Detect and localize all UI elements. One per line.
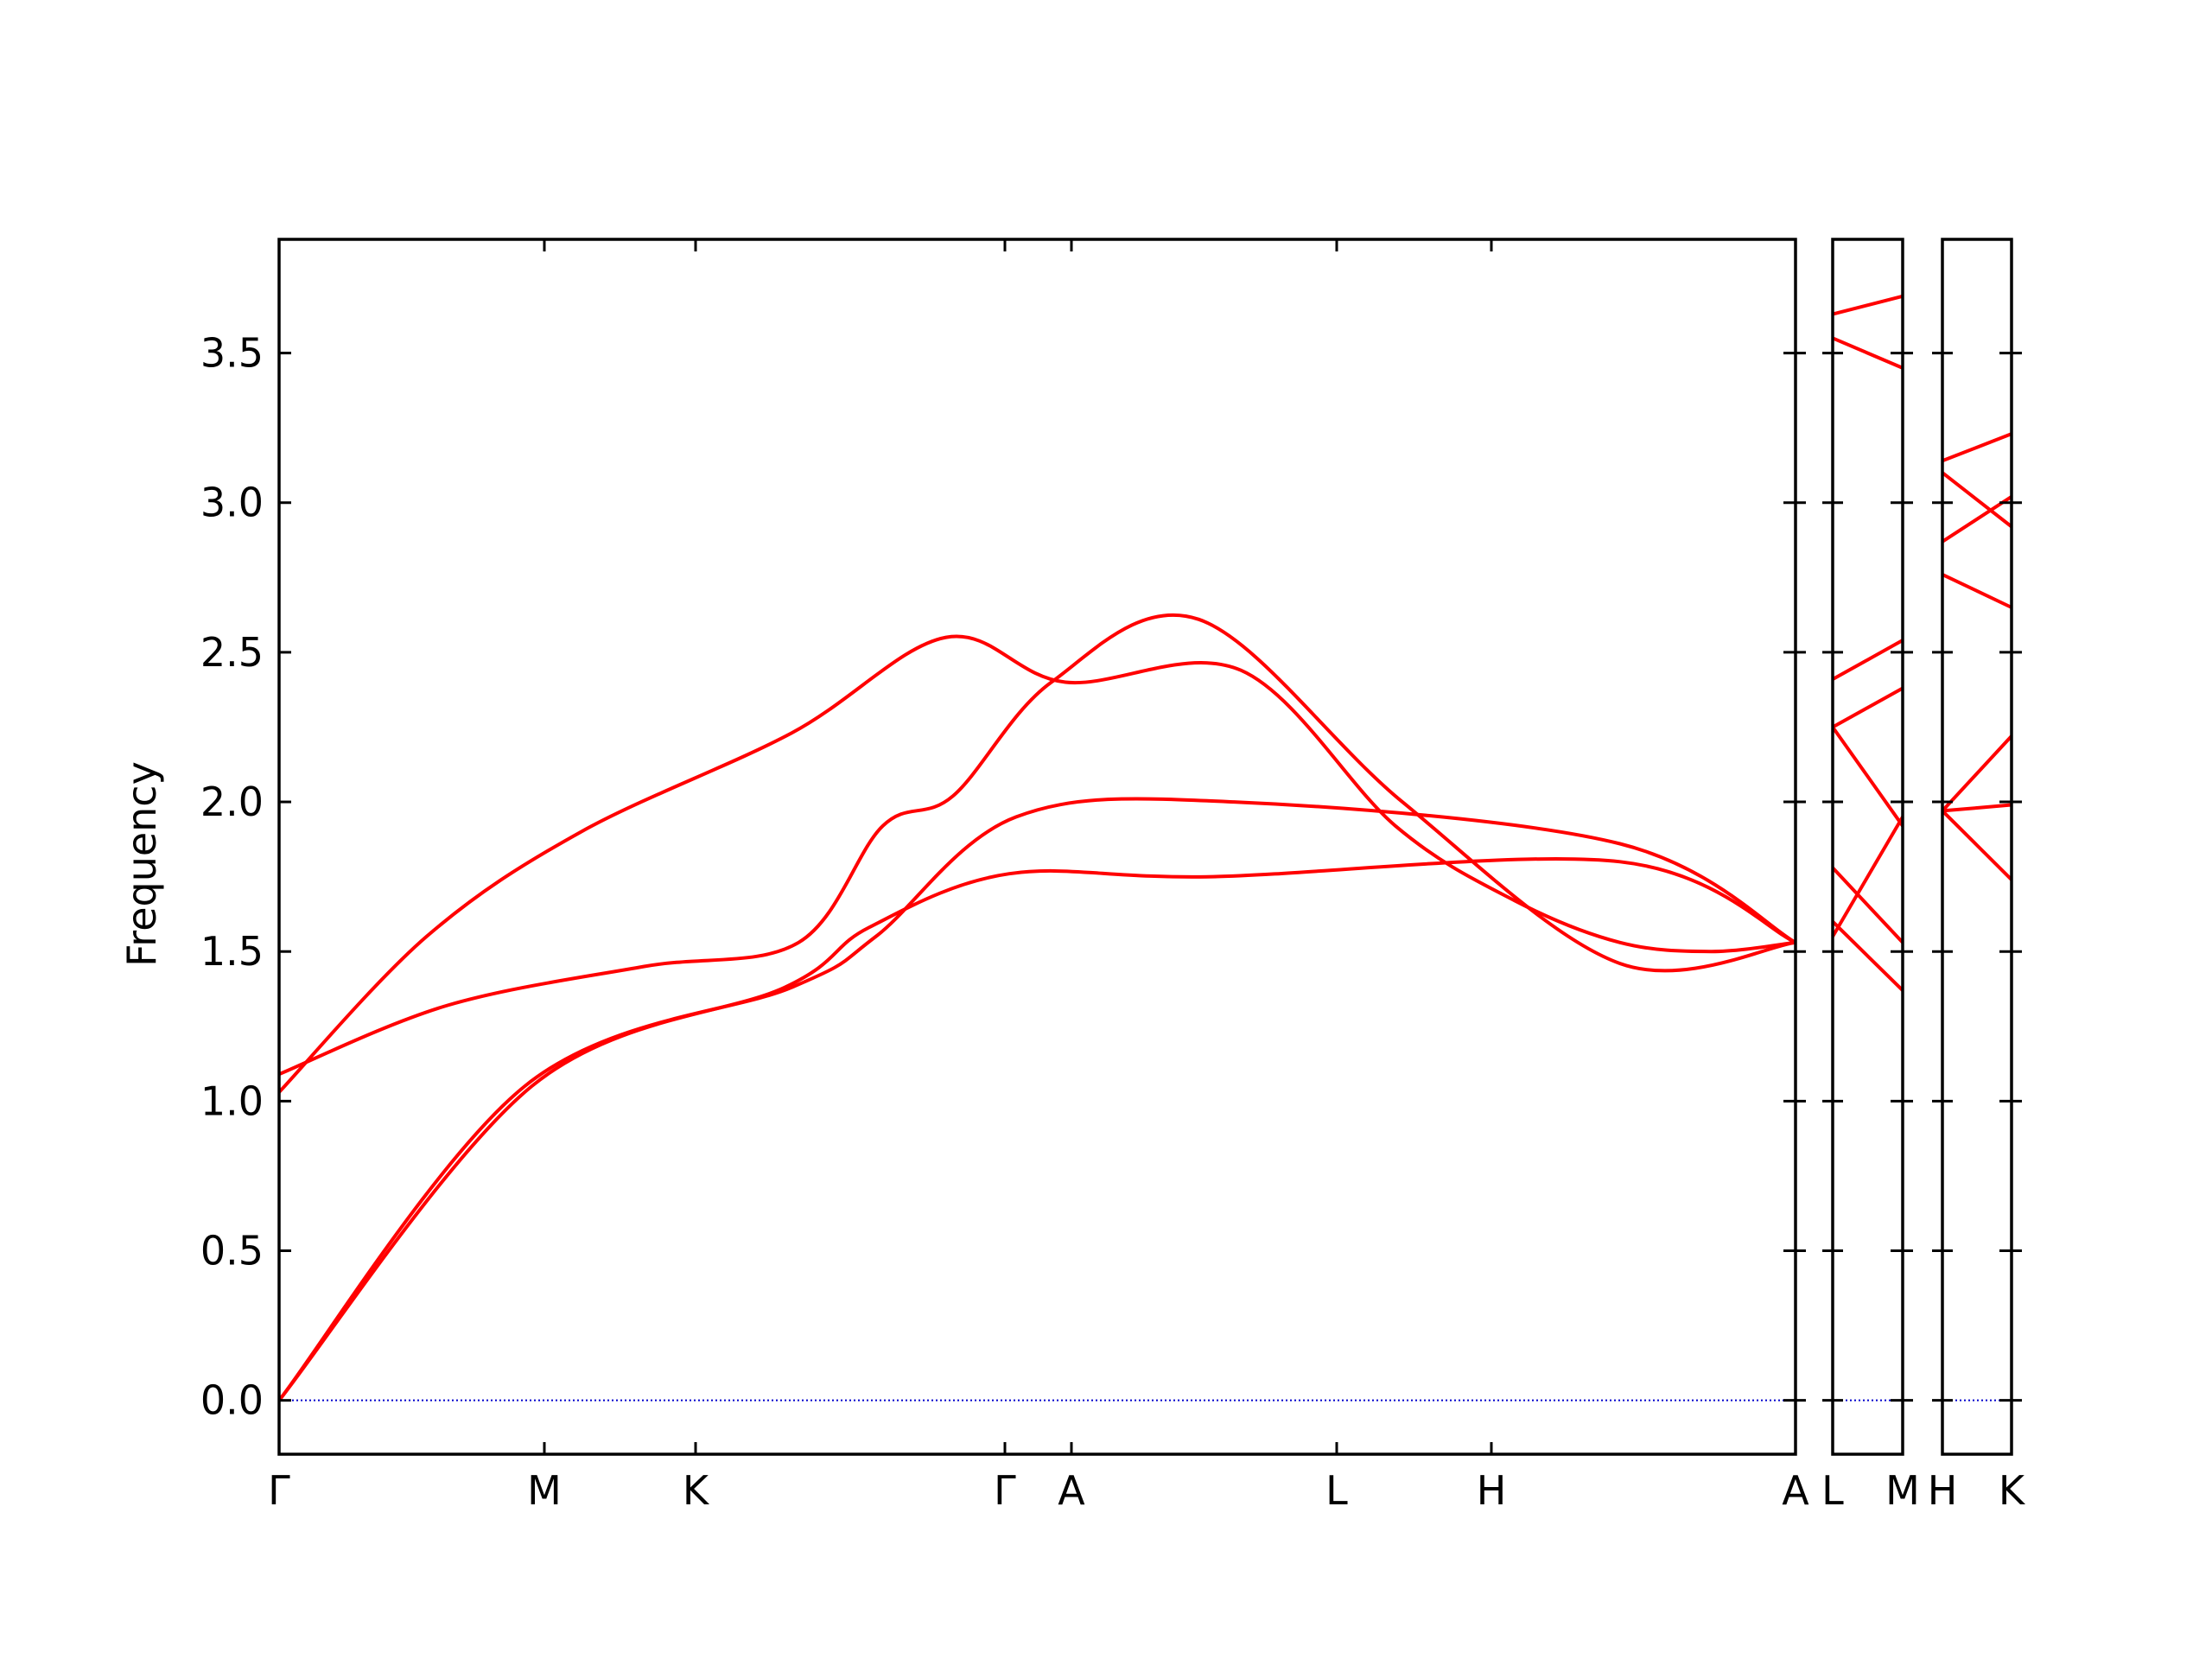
x-tick-label: M	[1885, 1467, 1920, 1514]
band-line	[1942, 803, 2012, 813]
x-tick-label: L	[1821, 1467, 1844, 1514]
x-tick-label: A	[1058, 1467, 1085, 1514]
band-line	[1941, 734, 2013, 812]
band-line	[1941, 471, 2013, 529]
band-line	[1942, 573, 2012, 609]
x-tick-label: M	[527, 1467, 562, 1514]
plot-panels: Γ M K Γ A L H A0.00.51.01.52.02.53.03.5L M H K	[200, 238, 2026, 1514]
x-tick-label: A	[1782, 1467, 1809, 1514]
band-line	[1941, 809, 2013, 881]
x-tick-label: H	[1477, 1467, 1507, 1514]
panel-frame	[277, 238, 1797, 1456]
y-tick-label: 3.5	[200, 330, 264, 377]
x-tick-label: L	[1325, 1467, 1348, 1514]
y-tick-label: 1.5	[200, 928, 264, 975]
band-line	[1832, 336, 1904, 370]
panel-frame	[1831, 238, 1904, 1456]
band-line	[277, 634, 1796, 1094]
x-tick-label: K	[683, 1467, 710, 1514]
band-line	[1941, 495, 2013, 543]
y-tick-label: 3.0	[200, 480, 264, 526]
band-line	[1831, 866, 1904, 944]
band-line	[1832, 639, 1904, 681]
panel-frame	[1941, 238, 2013, 1456]
x-tick-label: K	[1999, 1467, 2026, 1514]
x-tick-label: H	[1928, 1467, 1958, 1514]
x-tick-label: Γ	[268, 1467, 290, 1514]
band-line	[1832, 686, 1904, 729]
y-tick-label: 0.5	[200, 1228, 264, 1274]
y-tick-label: 2.5	[200, 629, 264, 676]
band-line	[277, 856, 1796, 1402]
panel-1: Γ M K Γ A L H A0.00.51.01.52.02.53.03.5	[200, 238, 1809, 1514]
y-axis-label: Frequency	[118, 761, 165, 967]
y-tick-label: 1.0	[200, 1077, 264, 1124]
y-tick-label: 0.0	[200, 1377, 264, 1424]
x-tick-label: Γ	[994, 1467, 1016, 1514]
band-line	[278, 613, 1796, 1077]
band-line	[1942, 432, 2012, 463]
band-line	[1831, 920, 1904, 992]
band-line	[1832, 294, 1904, 316]
y-tick-label: 2.0	[200, 779, 264, 825]
band-line	[277, 797, 1796, 1402]
band-line	[1831, 726, 1904, 827]
